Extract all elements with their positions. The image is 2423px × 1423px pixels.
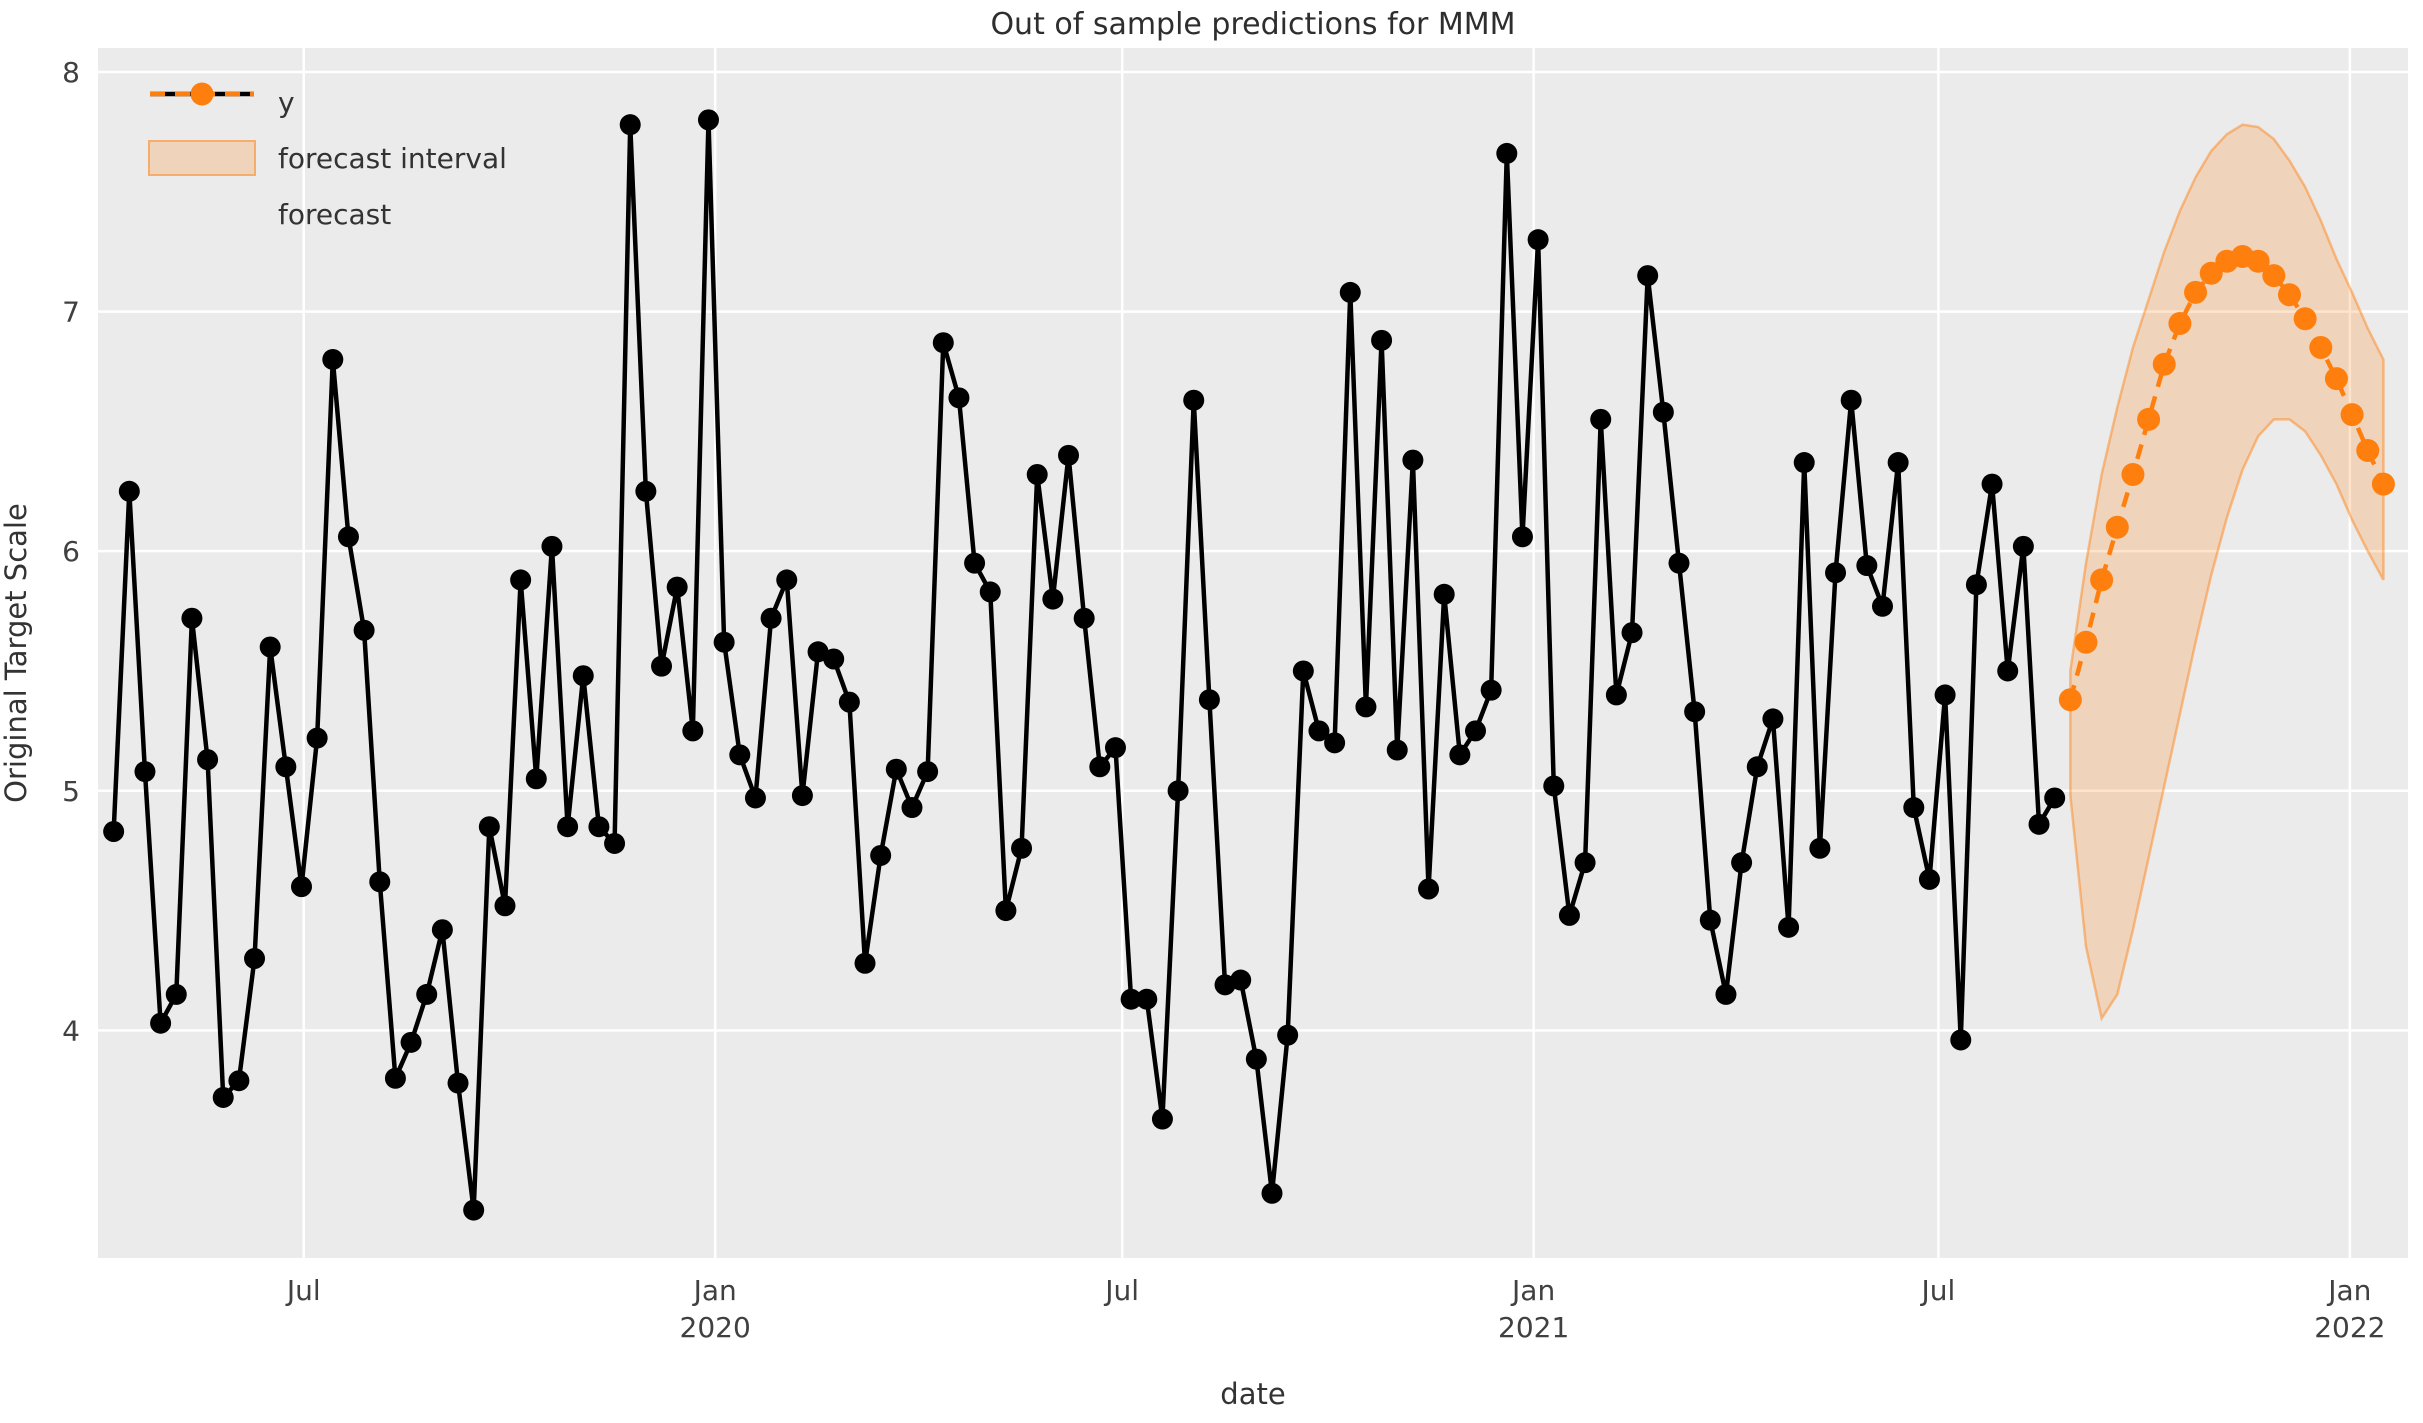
forecast-interval-band	[2069, 123, 2385, 1022]
plot-area: 8 7 6 5 4 Jul Jan 2020 Jul Jan 2021 Jul Jan 2022	[62, 48, 2408, 1344]
x-tick-labels: Jul Jan 2020 Jul Jan 2021 Jul Jan 2022	[285, 1274, 2386, 1344]
x-axis-label: date	[1220, 1377, 1285, 1411]
svg-text:2020: 2020	[680, 1311, 751, 1344]
svg-text:Jan: Jan	[1510, 1274, 1555, 1307]
svg-text:5: 5	[62, 775, 80, 808]
svg-text:8: 8	[62, 56, 80, 89]
legend-item-forecast-interval: forecast interval	[148, 136, 507, 180]
legend-label-y: y	[278, 85, 295, 119]
forecast-interval-swatch-icon	[148, 140, 256, 176]
y-series	[103, 109, 2066, 1221]
legend-label-forecast: forecast	[278, 197, 392, 231]
legend-label-forecast-interval: forecast interval	[278, 141, 507, 175]
y-tick-labels: 8 7 6 5 4	[62, 56, 80, 1047]
forecast-series	[2058, 244, 2395, 712]
chart-title: Out of sample predictions for MMM	[990, 7, 1515, 42]
svg-text:Jul: Jul	[1919, 1274, 1955, 1307]
y-axis-label: Original Target Scale	[0, 503, 33, 803]
svg-text:Jan: Jan	[692, 1274, 737, 1307]
svg-text:2022: 2022	[2314, 1311, 2385, 1344]
svg-text:Jan: Jan	[2326, 1274, 2371, 1307]
svg-text:Jul: Jul	[1103, 1274, 1139, 1307]
svg-text:2021: 2021	[1498, 1311, 1569, 1344]
svg-text:7: 7	[62, 296, 80, 329]
legend-item-forecast: forecast	[148, 82, 507, 236]
svg-text:6: 6	[62, 535, 80, 568]
svg-text:Jul: Jul	[285, 1274, 321, 1307]
legend: y forecast interval forecast	[148, 80, 507, 236]
gridlines	[98, 48, 2408, 1258]
svg-text:4: 4	[62, 1014, 80, 1047]
